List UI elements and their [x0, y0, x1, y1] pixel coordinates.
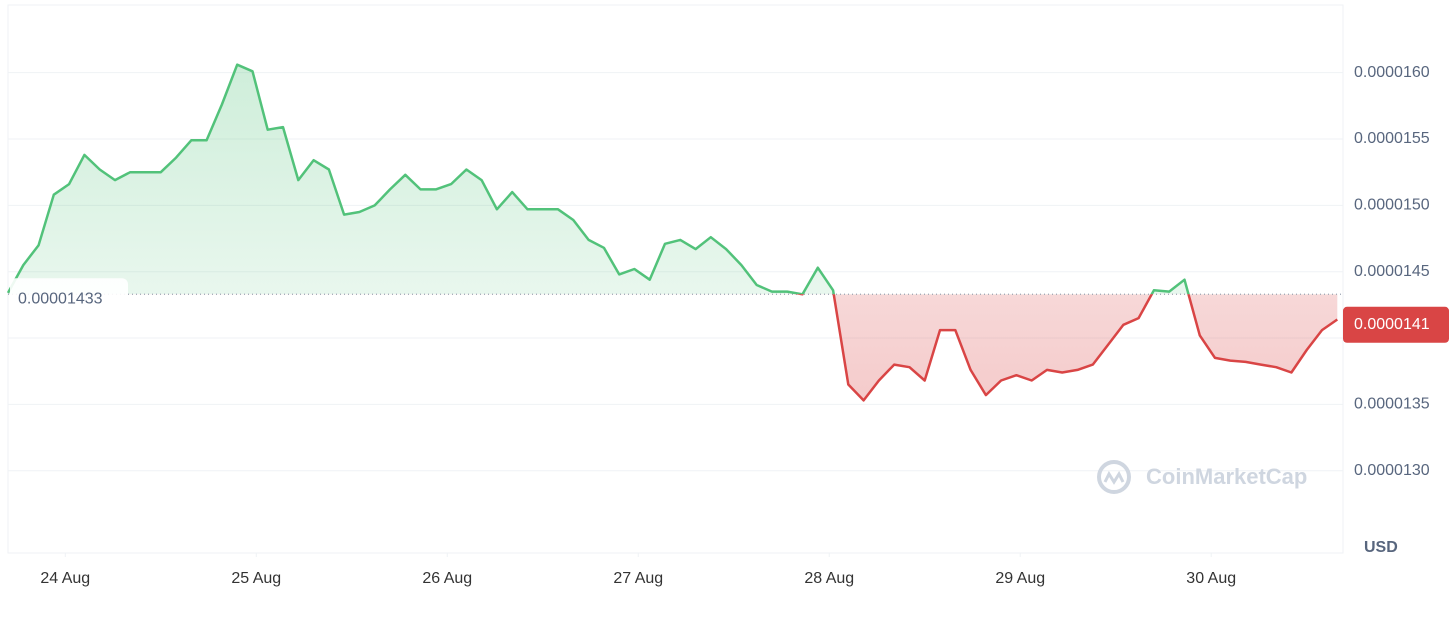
y-tick-label: 0.0000135: [1354, 396, 1430, 413]
watermark-text: CoinMarketCap: [1146, 464, 1307, 489]
baseline-label-bg: [10, 278, 128, 309]
y-tick-label: 0.0000130: [1354, 462, 1430, 479]
y-tick-label: 0.0000150: [1354, 197, 1430, 214]
x-tick-label: 30 Aug: [1186, 570, 1236, 587]
y-unit: USD: [1364, 539, 1398, 556]
y-tick-label: 0.0000145: [1354, 263, 1430, 280]
x-tick-label: 26 Aug: [422, 570, 472, 587]
y-tick-label: 0.0000160: [1354, 64, 1430, 81]
x-tick-label: 25 Aug: [231, 570, 281, 587]
current-price-badge: [1343, 306, 1449, 343]
price-line-down: [795, 294, 1339, 402]
baseline-label: 0.00001433: [18, 290, 103, 307]
y-tick-label: 0.0000155: [1354, 130, 1430, 147]
price-line-up: [6, 63, 1190, 295]
x-tick-label: 27 Aug: [613, 570, 663, 587]
area-down: [802, 294, 1338, 401]
x-tick-label: 29 Aug: [995, 570, 1045, 587]
area-up: [8, 64, 1338, 295]
x-tick-label: 24 Aug: [40, 570, 90, 587]
watermark: CoinMarketCap: [1097, 460, 1307, 494]
plot-frame: [7, 4, 1344, 554]
current-price-label: 0.0000141: [1354, 316, 1430, 333]
x-tick-label: 28 Aug: [804, 570, 854, 587]
